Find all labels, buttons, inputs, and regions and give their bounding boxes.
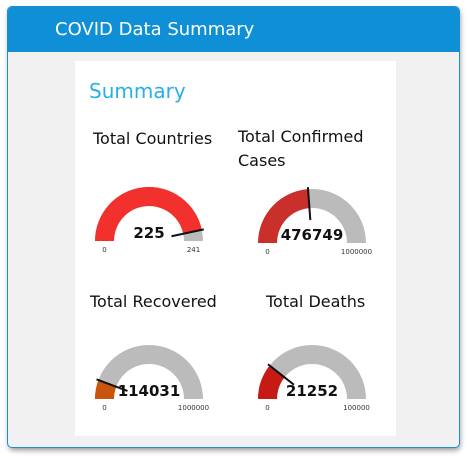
gauge-fill: [95, 187, 202, 241]
gauge-max-label: 241: [187, 246, 200, 254]
gauge-needle: [171, 228, 204, 238]
gauge-max-label: 1000000: [178, 404, 209, 412]
gauge-fill: [258, 365, 285, 399]
title-bar: COVID Data Summary: [8, 7, 459, 52]
gauge-title-countries: Total Countries: [93, 129, 213, 148]
gauge-confirmed: 476749 0 1000000: [258, 187, 372, 256]
gauge-value: 21252: [286, 382, 338, 400]
gauge-fill: [258, 189, 310, 243]
gauge-recovered: 114031 0 1000000: [95, 345, 209, 412]
app-window: COVID Data Summary Summary Total Countri…: [8, 7, 459, 447]
gauge-value: 476749: [281, 226, 344, 244]
gauge-min-label: 0: [102, 246, 106, 254]
gauge-track: [258, 345, 366, 399]
gauge-needle: [96, 378, 128, 392]
gauge-needle: [306, 187, 312, 221]
section-heading: Summary: [89, 79, 186, 103]
gauge-deaths: 21252 0 100000: [258, 345, 370, 412]
gauge-max-label: 1000000: [341, 248, 372, 256]
window-title: COVID Data Summary: [55, 19, 255, 40]
gauge-min-label: 0: [265, 404, 269, 412]
gauge-track: [95, 345, 203, 399]
gauge-min-label: 0: [102, 404, 106, 412]
gauge-value: 225: [133, 224, 164, 242]
gauge-needle: [267, 363, 295, 386]
gauge-max-label: 100000: [343, 404, 370, 412]
gauge-countries: 225 0 241: [95, 187, 204, 254]
gauge-title-recovered: Total Recovered: [90, 292, 217, 311]
gauge-min-label: 0: [265, 248, 269, 256]
summary-card: Summary Total Countries 225 0 241 Total Co…: [75, 61, 396, 436]
gauge-title-deaths: Total Deaths: [266, 292, 366, 311]
gauge-title-confirmed: Total Confirmed Cases: [238, 127, 364, 170]
gauge-value: 114031: [118, 382, 181, 400]
